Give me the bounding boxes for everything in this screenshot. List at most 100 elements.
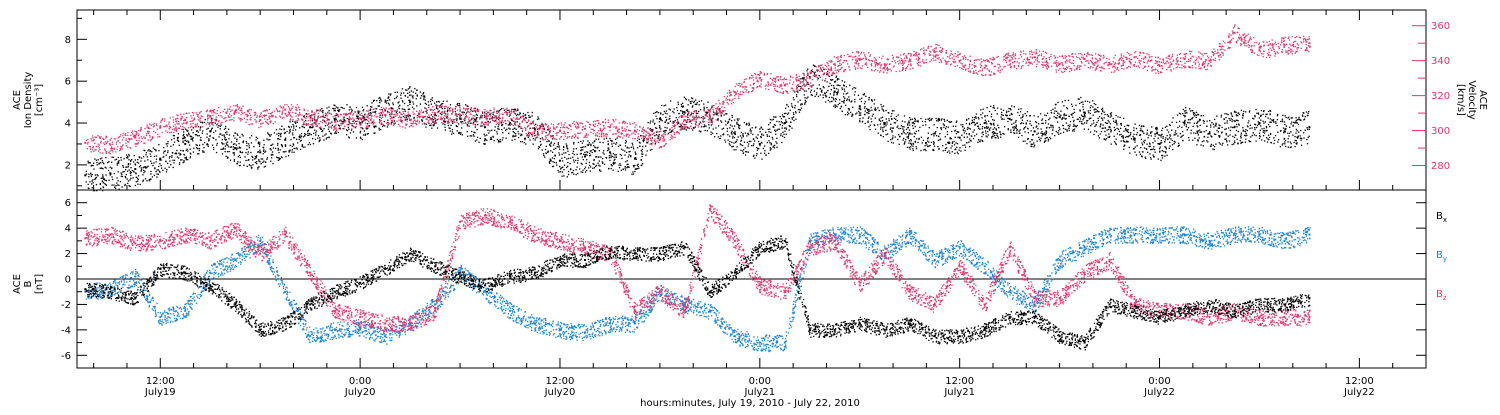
ion-density-dot	[376, 108, 377, 109]
ion-density-dot	[1073, 129, 1074, 130]
ion-density-dot	[733, 146, 734, 147]
ion-density-dot	[239, 147, 240, 148]
ion-density-dot	[285, 138, 286, 139]
ion-density-dot	[595, 147, 596, 148]
ion-density-dot	[403, 116, 404, 117]
ion-density-dot	[165, 161, 166, 162]
ion-density-dot	[1011, 119, 1012, 120]
ion-density-dot	[237, 161, 238, 162]
ion-density-dot	[1290, 141, 1291, 142]
ion-density-dot	[1149, 143, 1150, 144]
ion-density-dot	[774, 147, 775, 148]
ion-density-dot	[819, 84, 820, 85]
ion-density-dot	[1046, 131, 1047, 132]
ion-density-dot	[890, 139, 891, 140]
ion-density-dot	[1280, 121, 1281, 122]
ion-density-dot	[967, 127, 968, 128]
ion-density-dot	[128, 163, 129, 164]
ion-density-dot	[1248, 120, 1249, 121]
ion-density-dot	[401, 93, 402, 94]
ion-density-dot	[271, 157, 272, 158]
velocity-dot	[105, 141, 106, 142]
ion-density-dot	[1000, 108, 1001, 109]
ion-density-dot	[366, 119, 367, 120]
ion-density-dot	[1227, 120, 1228, 121]
ion-density-dot	[1278, 139, 1279, 140]
velocity-dot	[211, 112, 212, 113]
ion-density-dot	[1058, 134, 1059, 135]
ion-density-dot	[1259, 138, 1260, 139]
ion-density-dot	[1034, 145, 1035, 146]
ion-density-dot	[1294, 122, 1295, 123]
velocity-dot	[87, 139, 88, 140]
velocity-dot	[91, 140, 92, 141]
ion-density-dot	[380, 129, 381, 130]
ion-density-dot	[1026, 122, 1027, 123]
ion-density-dot	[1057, 115, 1058, 116]
velocity-dot	[233, 120, 234, 121]
ion-density-dot	[218, 136, 219, 137]
ion-density-dot	[1228, 114, 1229, 115]
ion-density-point	[909, 132, 911, 134]
velocity-dot	[149, 128, 150, 129]
velocity-dot	[142, 138, 143, 139]
ion-density-dot	[673, 108, 674, 109]
ion-density-dot	[1260, 120, 1261, 121]
ion-density-dot	[490, 121, 491, 122]
ion-density-dot	[173, 138, 174, 139]
velocity-dot	[176, 128, 177, 129]
ion-density-dot	[1291, 117, 1292, 118]
ion-density-dot	[614, 162, 615, 163]
ion-density-dot	[1229, 140, 1230, 141]
ion-density-dot	[1073, 121, 1074, 122]
ion-density-dot	[753, 156, 754, 157]
ion-density-dot	[748, 134, 749, 135]
ion-density-dot	[1056, 111, 1057, 112]
ion-density-dot	[990, 124, 991, 125]
velocity-dot	[188, 113, 189, 114]
ion-density-dot	[529, 139, 530, 140]
ion-density-dot	[196, 134, 197, 135]
ion-density-dot	[613, 153, 614, 154]
ion-density-dot	[1199, 132, 1200, 133]
ion-density-dot	[190, 157, 191, 158]
ion-density-dot	[622, 150, 623, 151]
ion-density-dot	[1074, 128, 1075, 129]
ion-density-dot	[1197, 139, 1198, 140]
ion-density-dot	[614, 160, 615, 161]
ion-density-dot	[105, 180, 106, 181]
ion-density-dot	[513, 109, 514, 110]
ion-density-dot	[829, 83, 830, 84]
ion-density-dot	[943, 123, 944, 124]
ion-density-dot	[356, 107, 357, 108]
ion-density-dot	[421, 120, 422, 121]
ion-density-dot	[771, 144, 772, 145]
velocity-dot	[193, 112, 194, 113]
ion-density-dot	[1227, 144, 1228, 145]
ion-density-dot	[1054, 107, 1055, 108]
ion-density-dot	[912, 119, 913, 120]
ion-density-dot	[811, 90, 812, 91]
ion-density-dot	[799, 109, 800, 110]
ion-density-dot	[929, 120, 930, 121]
ion-density-dot	[532, 112, 533, 113]
ion-density-dot	[1277, 115, 1278, 116]
ion-density-dot	[1185, 115, 1186, 116]
ion-density-dot	[1186, 112, 1187, 113]
ion-density-dot	[105, 167, 106, 168]
ion-density-dot	[670, 109, 671, 110]
velocity-dot	[191, 118, 192, 119]
ion-density-dot	[762, 129, 763, 130]
ion-density-dot	[625, 140, 626, 141]
ion-density-dot	[277, 149, 278, 150]
velocity-dot	[117, 146, 118, 147]
ion-density-dot	[1021, 122, 1022, 123]
ion-density-dot	[421, 119, 422, 120]
ion-density-dot	[466, 112, 467, 113]
ion-density-dot	[1069, 130, 1070, 131]
ion-density-dot	[125, 177, 126, 178]
ion-density-dot	[1050, 138, 1051, 139]
ion-density-dot	[229, 134, 230, 135]
ion-density-dot	[1162, 150, 1163, 151]
velocity-dot	[209, 125, 210, 126]
